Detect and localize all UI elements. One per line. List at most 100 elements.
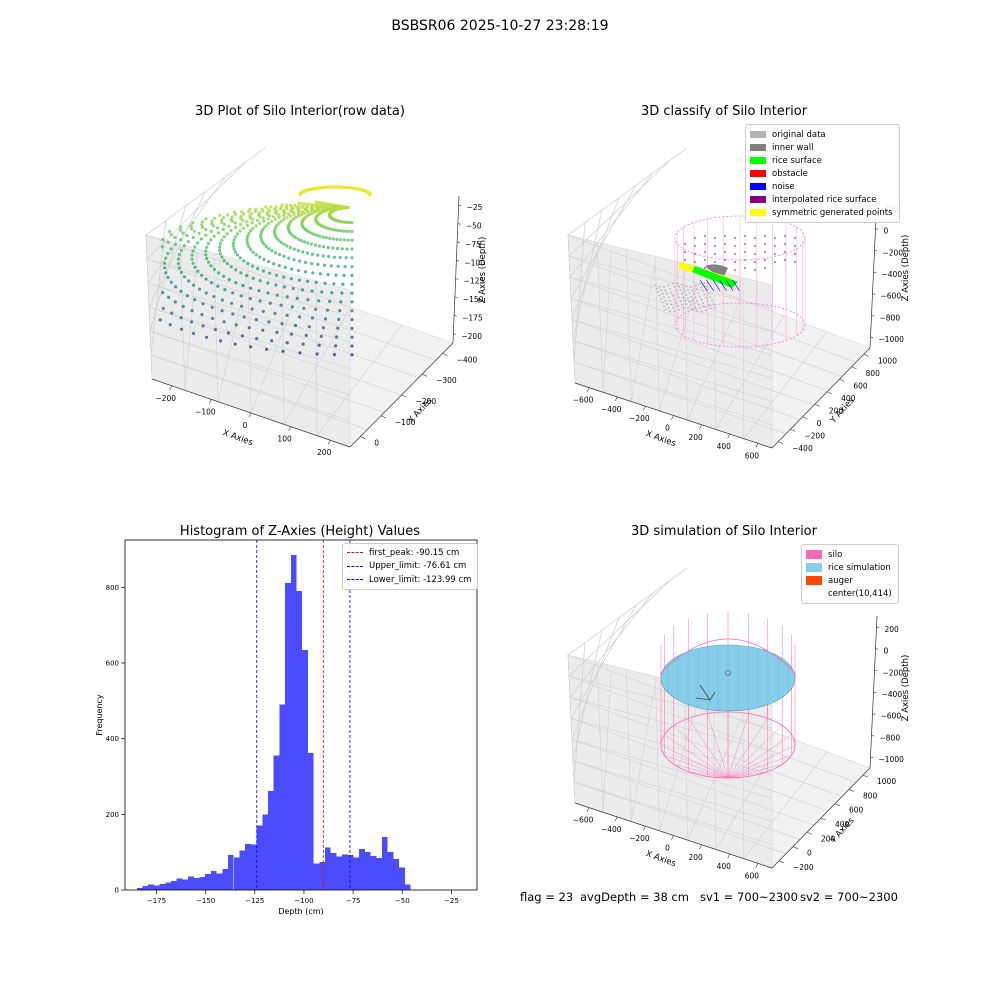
raw-data-point [193, 245, 197, 249]
interpolated-point [764, 251, 766, 253]
original-data-point [664, 289, 667, 292]
histogram-bar [250, 844, 257, 890]
raw-data-point [258, 299, 262, 303]
histogram-frame [124, 539, 478, 891]
silo-floor-spoke [727, 776, 749, 779]
cls-z-tick [870, 336, 874, 339]
interpolated-point [764, 243, 766, 245]
original-data-point [661, 301, 664, 304]
raw-data-point [250, 307, 254, 311]
cls-y-label: 400 [841, 394, 856, 403]
raw-data-point [230, 215, 234, 219]
original-data-point [675, 289, 677, 292]
silo-floor-spoke [727, 771, 768, 779]
raw-data-point [323, 317, 328, 321]
raw-data-point [327, 255, 331, 259]
original-data-point [702, 290, 704, 292]
legend-swatch [750, 196, 766, 203]
cls-x-label: 400 [717, 442, 732, 451]
raw-data-point [303, 202, 307, 206]
cls-z-label: −800 [880, 313, 901, 322]
original-data-point [699, 295, 701, 298]
histogram-bar [347, 855, 354, 890]
raw-data-point [300, 210, 305, 214]
original-data-point [660, 298, 662, 300]
raw-data-point [307, 202, 311, 206]
raw-data-point [210, 219, 214, 223]
original-data-point [687, 288, 689, 291]
figure-title: BSBSR06 2025-10-27 23:28:19 [391, 18, 609, 34]
sim-z-label: −1000 [879, 755, 905, 764]
raw-data-point [204, 217, 208, 221]
raw-data-point [245, 223, 250, 227]
raw-data-point [317, 343, 321, 347]
raw-data-point [262, 219, 266, 223]
avg-depth-text: avgDepth = 38 cm [580, 890, 689, 904]
original-data-point [693, 302, 695, 305]
raw-data-point [250, 212, 254, 216]
raw-data-point [285, 295, 289, 299]
cls-y-tick [851, 366, 857, 370]
raw-data-point [342, 238, 346, 242]
sim-z-tick [872, 713, 876, 715]
raw-data-point [231, 312, 235, 316]
raw-data-point [291, 286, 295, 291]
x-tick-label: −25 [444, 897, 459, 905]
raw-data-point [218, 213, 222, 217]
cls-z-tick [873, 271, 877, 273]
sim-z-label: −600 [881, 712, 902, 721]
interpolated-point [734, 269, 736, 271]
raw-data-point [309, 242, 314, 246]
raw-data-point [334, 228, 338, 232]
histogram-bar [205, 874, 211, 890]
raw-data-point [257, 289, 261, 293]
sim-x-label: 200 [688, 853, 703, 862]
raw-data-point [267, 221, 271, 226]
legend-item: auger [806, 574, 892, 587]
original-data-point [672, 294, 674, 297]
raw-data-point [249, 229, 253, 233]
original-data-point [705, 309, 707, 312]
raw-data-point [261, 216, 265, 220]
raw-z-label: −75 [465, 240, 481, 249]
raw-data-point [336, 228, 341, 233]
raw-data-point [229, 217, 233, 221]
raw-data-point [247, 232, 251, 236]
interpolated-point [744, 235, 746, 237]
raw-data-point [345, 247, 349, 251]
raw-data-point [211, 224, 216, 228]
original-data-point [661, 292, 664, 295]
silo-floor-spoke [664, 734, 729, 779]
raw-data-point [296, 214, 300, 218]
interpolated-point [714, 261, 716, 263]
raw-data-point [179, 270, 184, 274]
cls-x-axis-title: X Axies [644, 429, 677, 449]
raw-data-point [216, 284, 220, 288]
raw-data-point [336, 264, 340, 268]
silo-floor-spoke [727, 744, 796, 779]
raw-y-tick [421, 373, 428, 377]
original-data-point [681, 292, 683, 295]
raw-data-point [193, 265, 197, 269]
original-data-point [678, 296, 680, 299]
raw-data-point [350, 273, 354, 278]
grid-line [567, 147, 773, 286]
raw-data-point [335, 335, 339, 339]
raw-data-point [342, 229, 346, 233]
original-data-point [660, 289, 662, 292]
sim-x-label: 600 [745, 871, 760, 880]
cls-y-label: 0 [817, 419, 822, 428]
sv2-text: sv2 = 700~2300 [800, 890, 898, 904]
raw-data-point [204, 233, 208, 237]
histogram-bar [148, 884, 154, 890]
interpolated-point [724, 259, 726, 261]
sim-y-tick [778, 860, 785, 864]
raw-data-point [339, 300, 343, 304]
raw-data-point [169, 233, 173, 237]
raw-data-point [233, 250, 238, 254]
raw-data-point [257, 211, 262, 215]
raw-data-point [182, 275, 187, 279]
grid-line [571, 617, 773, 799]
raw-data-point [297, 278, 301, 282]
histogram-legend: first_peak: -90.15 cm Upper_limit: -76.61… [342, 543, 479, 590]
